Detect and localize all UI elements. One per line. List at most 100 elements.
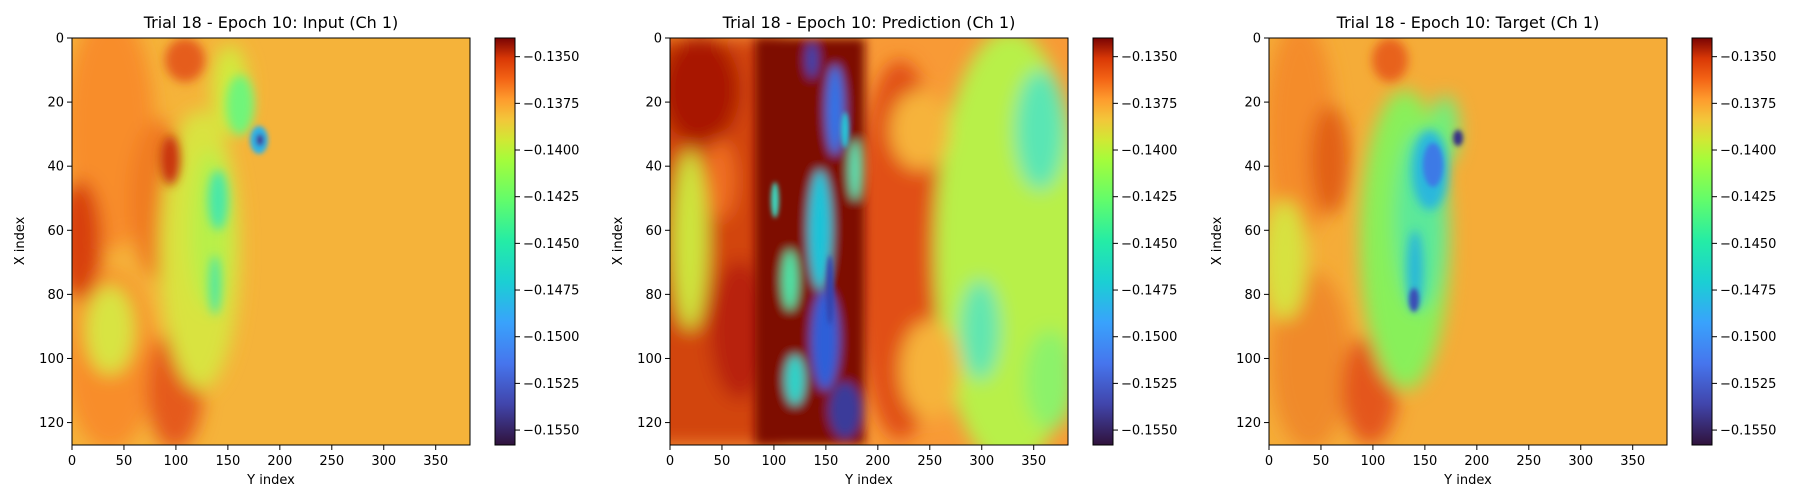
y-tick: 40 (47, 160, 72, 175)
x-tick: 50 (116, 445, 133, 469)
colorbar-tick-label: −0.1350 (1720, 50, 1776, 65)
colorbar-tick-label: −0.1425 (1121, 190, 1177, 205)
x-tick: 50 (1313, 445, 1329, 469)
x-tick: 150 (813, 445, 838, 469)
heatmap-image (72, 38, 470, 445)
x-tick-label: 250 (319, 454, 344, 469)
colorbar-tick-label: −0.1475 (1720, 284, 1776, 299)
colorbar-tick: −0.1400 (515, 144, 579, 159)
colorbar-tick-label: −0.1350 (1121, 50, 1177, 65)
y-axis: X index 0 20 40 60 80 100 120 (13, 32, 72, 431)
colorbar-tick-label: −0.1375 (523, 97, 579, 112)
axes-frame (71, 37, 471, 446)
x-tick-label: 200 (1464, 454, 1489, 469)
x-tick: 0 (666, 445, 674, 469)
colorbar-tick-label: −0.1550 (1720, 424, 1776, 439)
x-tick: 100 (164, 445, 188, 469)
x-tick-label: 50 (116, 454, 133, 469)
colorbar-tick: −0.1500 (1113, 330, 1177, 345)
colorbar-tick: −0.1375 (1712, 97, 1776, 112)
x-tick: 100 (1361, 445, 1385, 469)
x-axis-label: Y index (844, 473, 893, 488)
colorbar-tick-label: −0.1525 (523, 377, 579, 392)
y-tick-label: 20 (47, 96, 64, 111)
panel-prediction: Trial 18 - Epoch 10: Prediction (Ch 1) (611, 13, 1177, 488)
y-tick-label: 60 (645, 224, 662, 239)
x-tick-label: 350 (423, 454, 448, 469)
y-tick-label: 0 (56, 32, 64, 47)
colorbar-tick: −0.1525 (1712, 377, 1776, 392)
x-tick-label: 200 (267, 454, 292, 469)
x-tick: 0 (68, 445, 76, 469)
x-tick-label: 300 (969, 454, 994, 469)
colorbar-tick-label: −0.1500 (523, 330, 579, 345)
y-tick-label: 100 (1236, 352, 1261, 367)
colorbar-tick: −0.1525 (1113, 377, 1177, 392)
y-tick: 20 (47, 96, 72, 111)
y-tick-label: 80 (47, 288, 64, 303)
y-axis-label: X index (611, 216, 626, 265)
y-tick-label: 80 (645, 288, 662, 303)
x-tick: 200 (865, 445, 890, 469)
y-tick-label: 120 (39, 416, 64, 431)
panel-title: Trial 18 - Epoch 10: Input (Ch 1) (143, 13, 399, 32)
y-tick: 20 (1244, 96, 1269, 111)
colorbar: −0.1350 −0.1375 −0.1400 −0.1425 −0.1450 −0.14… (1092, 37, 1177, 446)
colorbar-tick-label: −0.1400 (523, 144, 579, 159)
x-tick-label: 50 (714, 454, 731, 469)
y-axis-label: X index (1210, 216, 1225, 265)
x-tick-label: 150 (215, 454, 240, 469)
y-tick: 60 (1244, 224, 1269, 239)
y-tick: 120 (39, 416, 72, 431)
y-tick-label: 20 (1244, 96, 1261, 111)
x-tick: 200 (1464, 445, 1489, 469)
y-tick-label: 40 (1244, 160, 1261, 175)
colorbar-tick: −0.1350 (1113, 50, 1177, 65)
panel-title: Trial 18 - Epoch 10: Target (Ch 1) (1336, 13, 1600, 32)
y-tick: 40 (1244, 160, 1269, 175)
colorbar-tick-label: −0.1350 (523, 50, 579, 65)
y-tick: 0 (1253, 32, 1269, 47)
colorbar-tick-label: −0.1425 (523, 190, 579, 205)
colorbar-tick: −0.1525 (515, 377, 579, 392)
x-tick-label: 0 (1265, 454, 1273, 469)
heatmap-image (670, 38, 1068, 445)
x-axis-label: Y index (246, 473, 295, 488)
x-tick-label: 100 (762, 454, 787, 469)
colorbar-tick: −0.1375 (1113, 97, 1177, 112)
colorbar-tick-label: −0.1550 (1121, 424, 1177, 439)
colorbar-tick: −0.1550 (1113, 424, 1177, 439)
x-tick: 150 (1412, 445, 1437, 469)
x-axis-label: Y index (1443, 473, 1492, 488)
colorbar-tick-label: −0.1450 (523, 237, 579, 252)
x-axis: Y index 0 50 100 150 200 250 300 350 (1265, 445, 1645, 488)
y-tick: 100 (1236, 352, 1269, 367)
colorbar-tick: −0.1475 (1113, 284, 1177, 299)
y-tick: 0 (654, 32, 670, 47)
x-tick: 0 (1265, 445, 1273, 469)
x-tick: 350 (1021, 445, 1046, 469)
colorbar-tick-label: −0.1500 (1121, 330, 1177, 345)
y-tick: 80 (1244, 288, 1269, 303)
y-tick: 120 (1236, 416, 1269, 431)
panel-target: Trial 18 - Epoch 10: Target (Ch 1) (1210, 13, 1776, 488)
x-tick: 50 (714, 445, 731, 469)
y-tick: 20 (645, 96, 670, 111)
x-tick-label: 350 (1021, 454, 1046, 469)
colorbar: −0.1350 −0.1375 −0.1400 −0.1425 −0.1450 −0.14… (494, 37, 579, 446)
colorbar-tick: −0.1375 (515, 97, 579, 112)
x-tick: 300 (1568, 445, 1593, 469)
colorbar-tick: −0.1450 (1712, 237, 1776, 252)
y-tick-label: 40 (47, 160, 64, 175)
y-tick: 100 (39, 352, 72, 367)
x-tick-label: 150 (813, 454, 838, 469)
colorbar-tick-label: −0.1450 (1720, 237, 1776, 252)
x-axis: Y index 0 50 100 150 200 250 300 350 (68, 445, 448, 488)
y-tick: 60 (645, 224, 670, 239)
x-tick-label: 350 (1620, 454, 1645, 469)
y-tick: 0 (56, 32, 72, 47)
x-tick-label: 200 (865, 454, 890, 469)
colorbar-tick-label: −0.1500 (1720, 330, 1776, 345)
colorbar-gradient (1092, 37, 1114, 446)
y-tick-label: 20 (645, 96, 662, 111)
